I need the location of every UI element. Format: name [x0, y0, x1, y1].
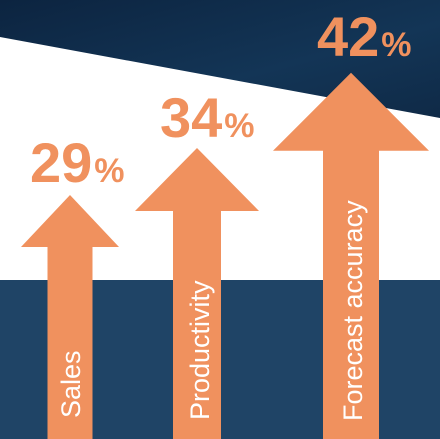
category-label-sales: Sales: [56, 350, 86, 418]
arrow-productivity: [135, 148, 259, 439]
value-unit-sales: %: [94, 152, 124, 190]
value-label-productivity: 34%: [160, 86, 255, 149]
category-label-productivity: Productivity: [185, 280, 215, 420]
top-navy-shape: [0, 0, 440, 118]
value-number-productivity: 34: [160, 86, 222, 149]
arrows-group: [21, 72, 429, 439]
value-unit-productivity: %: [224, 107, 254, 145]
value-label-sales: 29%: [30, 131, 125, 194]
value-label-forecast: 42%: [317, 5, 412, 68]
value-labels: 29% 34% 42%: [30, 5, 412, 194]
category-labels: Sales Productivity Forecast accuracy: [56, 200, 368, 421]
value-unit-forecast: %: [381, 26, 411, 64]
value-number-forecast: 42: [317, 5, 379, 68]
value-number-sales: 29: [30, 131, 92, 194]
category-label-forecast: Forecast accuracy: [338, 200, 368, 421]
arrow-forecast: [273, 72, 429, 439]
arrow-sales: [21, 195, 119, 439]
